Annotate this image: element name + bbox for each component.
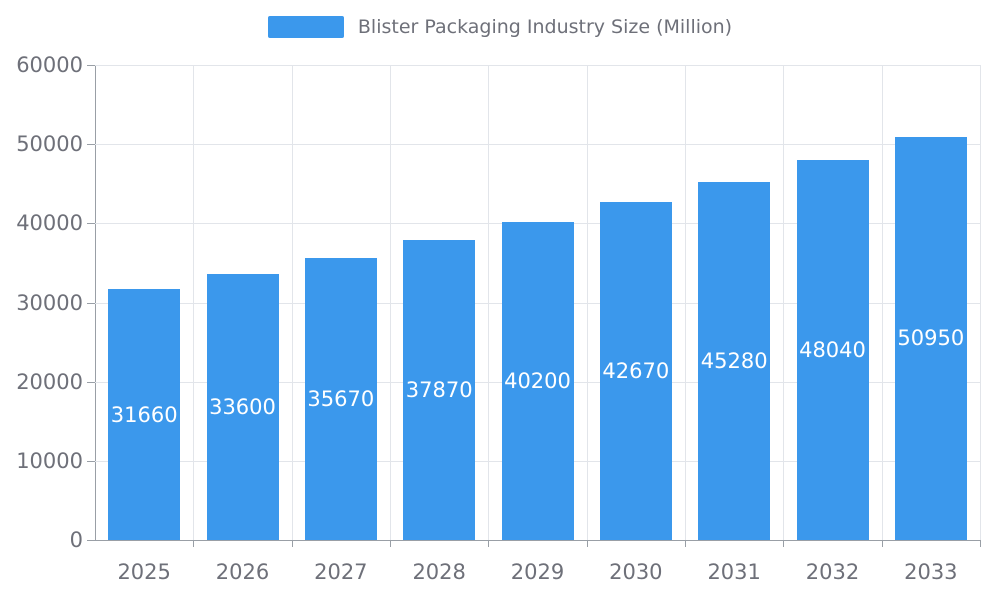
x-tick-mark <box>488 541 490 547</box>
bar-value-label: 45280 <box>700 348 768 373</box>
bar <box>403 240 476 540</box>
x-axis-line <box>95 540 981 541</box>
x-tick-label: 2029 <box>510 560 565 584</box>
y-tick-mark <box>87 540 95 541</box>
x-tick-label: 2032 <box>805 560 860 584</box>
v-gridline <box>291 65 293 540</box>
x-tick-mark <box>291 541 293 547</box>
x-tick-label: 2033 <box>904 560 958 584</box>
bar-value-label: 40200 <box>504 368 571 393</box>
v-gridline <box>586 65 588 540</box>
y-tick-mark <box>87 65 95 66</box>
y-tick-label: 20000 <box>16 369 83 394</box>
bar <box>206 274 279 540</box>
x-tick-mark <box>193 541 195 547</box>
bar-value-label: 42670 <box>602 359 670 384</box>
legend-label[interactable]: Blister Packaging Industry Size (Million… <box>357 16 733 38</box>
bar <box>501 221 574 540</box>
bar <box>304 257 377 540</box>
bar <box>698 181 771 540</box>
bar-value-label: 31660 <box>110 402 178 427</box>
y-tick-label: 30000 <box>16 290 83 315</box>
v-gridline <box>980 65 981 540</box>
bar-value-label: 37870 <box>405 378 473 403</box>
y-tick-label: 0 <box>69 528 83 552</box>
y-tick-mark <box>87 381 95 383</box>
bar <box>599 202 672 540</box>
v-gridline <box>193 65 195 540</box>
y-tick-label: 50000 <box>16 132 83 157</box>
x-tick-mark <box>881 541 883 547</box>
legend-swatch-icon[interactable] <box>267 16 344 38</box>
legend[interactable]: Blister Packaging Industry Size (Million… <box>0 16 1000 38</box>
x-tick-mark <box>586 541 588 547</box>
h-gridline <box>95 65 980 66</box>
bar <box>894 136 967 540</box>
y-tick-label: 10000 <box>16 448 83 473</box>
x-tick-mark <box>980 541 981 547</box>
y-tick-mark <box>87 144 95 146</box>
x-tick-mark <box>685 541 686 547</box>
y-tick-mark <box>87 460 95 462</box>
x-tick-label: 2025 <box>117 560 171 584</box>
x-tick-mark <box>783 541 785 547</box>
h-gridline <box>95 144 980 146</box>
bar-value-label: 50950 <box>897 326 965 351</box>
x-tick-label: 2031 <box>707 560 761 584</box>
bar-value-label: 33600 <box>209 395 276 419</box>
y-tick-mark <box>87 223 95 225</box>
x-tick-label: 2027 <box>314 560 368 584</box>
bar <box>796 159 869 540</box>
y-tick-label: 40000 <box>16 211 83 236</box>
plot-area: 31660 33600 35670 37870 40200 42670 45280 48040… <box>95 65 981 540</box>
v-gridline <box>881 65 883 540</box>
y-tick-label: 60000 <box>16 53 83 77</box>
bar-value-label: 35670 <box>307 386 375 411</box>
x-tick-label: 2030 <box>609 560 663 584</box>
x-tick-mark <box>390 541 391 547</box>
v-gridline <box>783 65 785 540</box>
v-gridline <box>685 65 686 540</box>
bar <box>108 289 181 540</box>
y-tick-mark <box>87 302 95 304</box>
v-gridline <box>488 65 490 540</box>
x-tick-label: 2026 <box>215 560 270 584</box>
x-tick-label: 2028 <box>412 560 466 584</box>
v-gridline <box>390 65 391 540</box>
bar-value-label: 48040 <box>799 337 866 362</box>
